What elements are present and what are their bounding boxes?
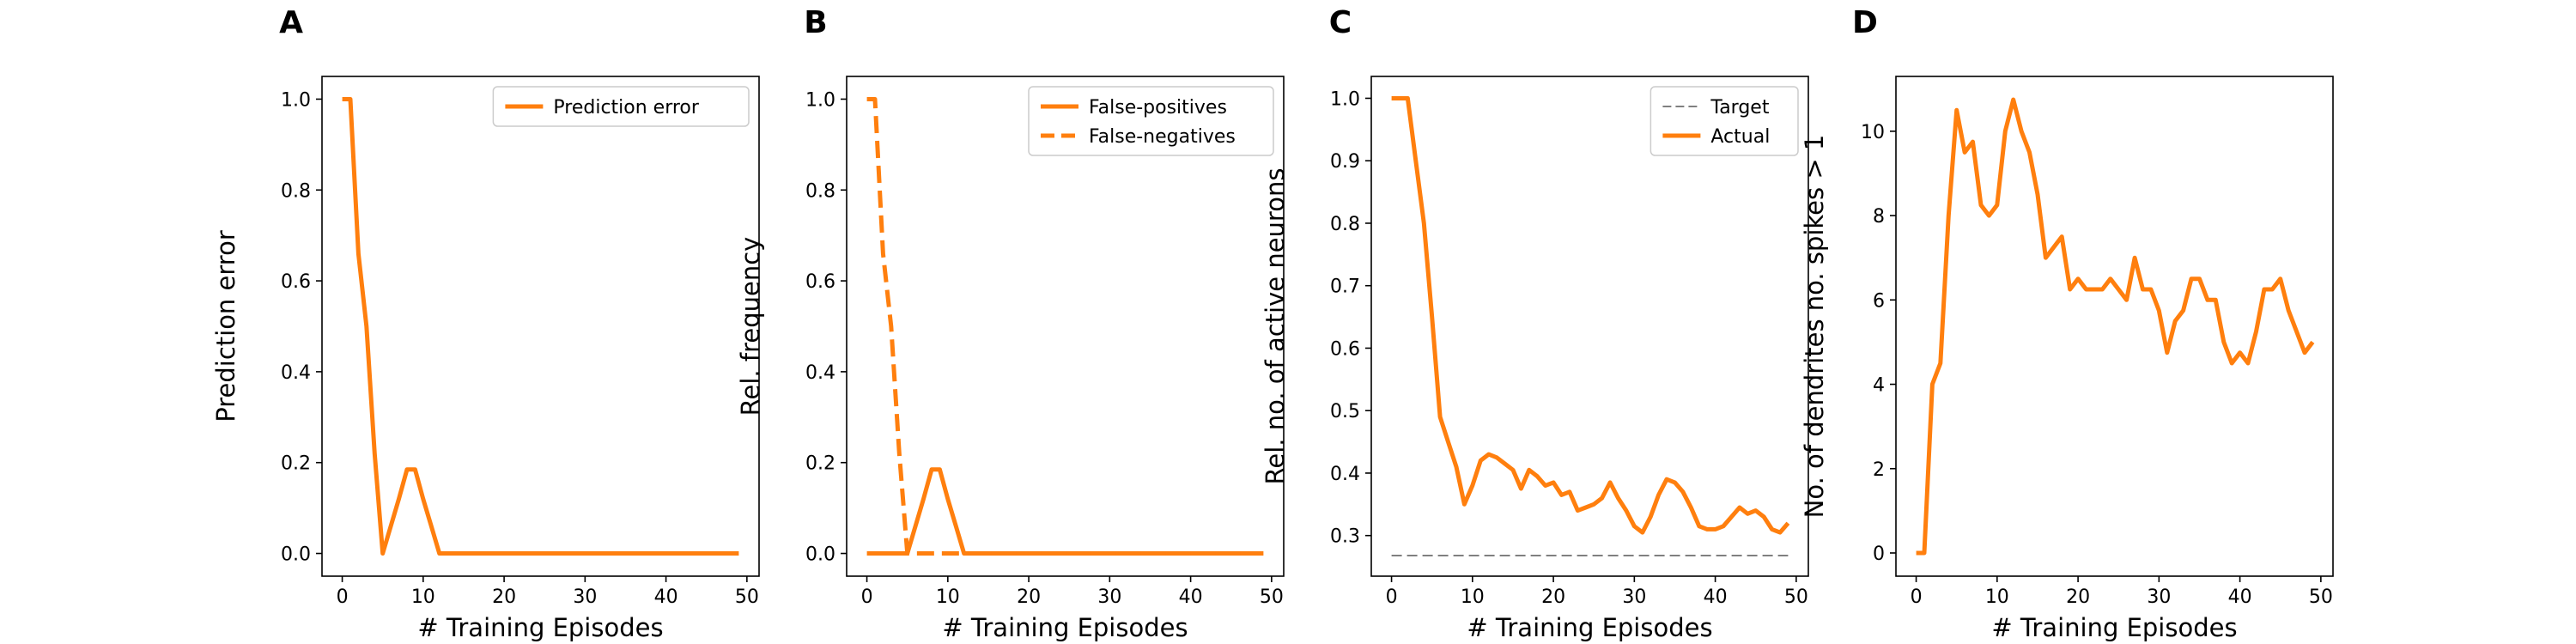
y-tick-label: 10 bbox=[1861, 122, 1885, 143]
y-tick-label: 0 bbox=[1873, 544, 1885, 565]
x-tick-label: 50 bbox=[2309, 586, 2333, 608]
series-false-positives bbox=[866, 467, 1264, 556]
x-tick-label: 0 bbox=[1911, 586, 1923, 608]
axes-frame bbox=[321, 76, 760, 577]
x-tick-label: 0 bbox=[337, 586, 349, 608]
y-tick-label: 0.8 bbox=[1330, 214, 1360, 235]
y-tick-label: 0.6 bbox=[805, 271, 835, 293]
legend-label: Prediction error bbox=[553, 97, 699, 118]
x-tick-label: 0 bbox=[861, 586, 873, 608]
x-axis-label: # Training Episodes bbox=[942, 613, 1188, 642]
series-prediction-error bbox=[342, 97, 739, 556]
panel-letter: A bbox=[279, 5, 303, 40]
y-tick-label: 0.6 bbox=[1330, 338, 1360, 360]
x-axis-label: # Training Episodes bbox=[1991, 613, 2237, 642]
x-tick-label: 20 bbox=[2066, 586, 2090, 608]
y-tick-label: 0.2 bbox=[805, 453, 835, 475]
x-tick-label: 50 bbox=[735, 586, 759, 608]
axes-frame bbox=[1895, 76, 2334, 577]
y-axis-label: No. of dendrites no. spikes > 1 bbox=[1800, 135, 1829, 519]
y-tick-label: 4 bbox=[1873, 375, 1885, 397]
y-tick-label: 1.0 bbox=[805, 89, 835, 111]
x-tick-label: 30 bbox=[1622, 586, 1646, 608]
y-tick-label: 0.4 bbox=[281, 362, 311, 384]
x-tick-label: 0 bbox=[1386, 586, 1398, 608]
y-tick-label: 0.0 bbox=[281, 544, 311, 566]
y-tick-label: 0.8 bbox=[281, 180, 311, 202]
y-tick-label: 0.9 bbox=[1330, 151, 1360, 173]
y-tick-label: 0.7 bbox=[1330, 276, 1360, 298]
panel-c: C 0 10 20 30 40 50 0.3 0.4 0.5 0.6 0.7 0.8 0.9 1.0 # Tr… bbox=[1261, 5, 1809, 642]
legend: Target Actual bbox=[1649, 86, 1799, 156]
y-tick-label: 0.4 bbox=[805, 362, 835, 384]
legend-label: Actual bbox=[1710, 126, 1770, 148]
axes-frame bbox=[1370, 76, 1809, 577]
x-tick-label: 10 bbox=[936, 586, 960, 608]
axes-frame bbox=[846, 76, 1285, 577]
legend-box bbox=[492, 86, 750, 127]
y-tick-label: 8 bbox=[1873, 206, 1885, 228]
legend-box bbox=[1649, 86, 1799, 156]
y-tick-label: 0.3 bbox=[1330, 526, 1360, 548]
y-axis-label: Prediction error bbox=[211, 230, 240, 422]
x-tick-label: 20 bbox=[492, 586, 516, 608]
y-tick-label: 0.6 bbox=[281, 271, 311, 293]
series-false-negatives bbox=[866, 97, 1264, 556]
x-tick-label: 30 bbox=[573, 586, 597, 608]
x-tick-label: 20 bbox=[1017, 586, 1041, 608]
y-axis-label: Rel. frequency bbox=[736, 237, 765, 416]
x-tick-label: 30 bbox=[2147, 586, 2171, 608]
panel-letter: D bbox=[1852, 5, 1878, 40]
legend-box bbox=[1028, 86, 1274, 156]
x-axis-label: # Training Episodes bbox=[417, 613, 663, 642]
y-tick-label: 0.4 bbox=[1330, 464, 1360, 485]
y-tick-label: 0.5 bbox=[1330, 401, 1360, 422]
x-tick-label: 40 bbox=[1179, 586, 1203, 608]
panel-letter: B bbox=[804, 5, 827, 40]
y-tick-label: 0.8 bbox=[805, 180, 835, 202]
x-tick-label: 10 bbox=[1461, 586, 1485, 608]
x-axis-label: # Training Episodes bbox=[1467, 613, 1712, 642]
x-tick-label: 10 bbox=[411, 586, 435, 608]
panel-d: D 0 10 20 30 40 50 0 2 4 6 8 10 # Training Episodes No… bbox=[1800, 5, 2334, 642]
series-line-0 bbox=[1916, 97, 2315, 556]
series-actual bbox=[1391, 96, 1790, 535]
x-tick-label: 40 bbox=[1704, 586, 1728, 608]
x-tick-label: 50 bbox=[1784, 586, 1808, 608]
y-tick-label: 1.0 bbox=[281, 89, 311, 111]
y-tick-label: 1.0 bbox=[1330, 88, 1360, 110]
panel-a: A 0 10 20 30 40 50 0.0 0.2 0.4 0.6 0.8 1.0 # Training… bbox=[211, 5, 760, 642]
legend-label: False-positives bbox=[1089, 97, 1227, 118]
y-tick-label: 0.0 bbox=[805, 544, 835, 566]
legend-label: Target bbox=[1710, 97, 1769, 118]
panel-letter: C bbox=[1329, 5, 1352, 40]
x-tick-label: 10 bbox=[1985, 586, 2009, 608]
x-tick-label: 40 bbox=[2228, 586, 2252, 608]
y-tick-label: 0.2 bbox=[281, 453, 311, 475]
panel-b: B 0 10 20 30 40 50 0.0 0.2 0.4 0.6 0.8 1.0 # Training… bbox=[736, 5, 1285, 642]
y-tick-label: 2 bbox=[1873, 459, 1885, 481]
x-tick-label: 40 bbox=[654, 586, 678, 608]
legend-label: False-negatives bbox=[1089, 126, 1236, 148]
y-axis-label: Rel. no. of active neurons bbox=[1261, 168, 1290, 485]
legend: Prediction error bbox=[492, 86, 750, 127]
x-tick-label: 30 bbox=[1097, 586, 1121, 608]
legend: False-positives False-negatives bbox=[1028, 86, 1274, 156]
x-tick-label: 50 bbox=[1260, 586, 1284, 608]
y-tick-label: 6 bbox=[1873, 290, 1885, 312]
x-tick-label: 20 bbox=[1541, 586, 1565, 608]
